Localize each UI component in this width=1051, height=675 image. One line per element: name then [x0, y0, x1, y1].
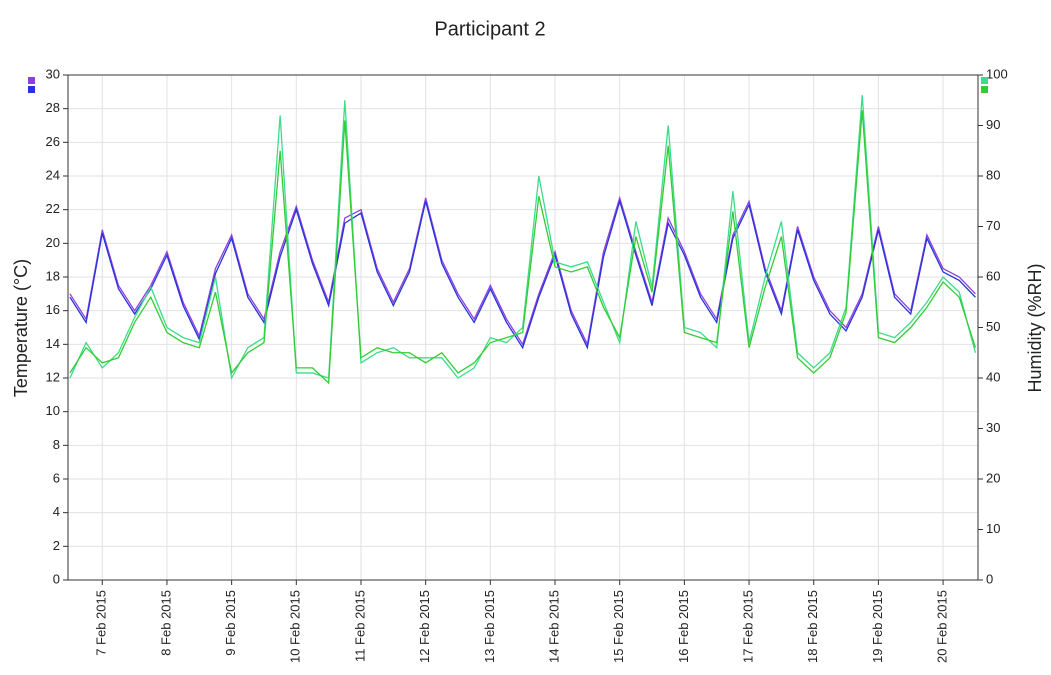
y2-tick-label: 20 [986, 470, 1000, 485]
legend-swatch [981, 86, 988, 93]
legend-swatch [28, 77, 35, 84]
x-tick-label: 17 Feb 2015 [740, 590, 755, 663]
x-tick-label: 14 Feb 2015 [546, 590, 561, 663]
legend-swatch [981, 77, 988, 84]
x-tick-label: 7 Feb 2015 [94, 590, 109, 656]
data-line [69, 95, 977, 381]
data-line [69, 110, 977, 385]
y-tick-label: 6 [53, 470, 60, 485]
y-tick-label: 16 [46, 302, 60, 317]
y-tick-label: 30 [46, 66, 60, 81]
x-tick-label: 8 Feb 2015 [158, 590, 173, 656]
data-line [69, 195, 976, 347]
y2-tick-label: 0 [986, 571, 993, 586]
x-tick-label: 20 Feb 2015 [935, 590, 950, 663]
y-tick-label: 2 [53, 538, 60, 553]
x-tick-label: 18 Feb 2015 [805, 590, 820, 663]
y2-tick-label: 10 [986, 521, 1000, 536]
y-tick-label: 28 [46, 100, 60, 115]
chart-title: Participant 2 [434, 18, 545, 40]
y2-tick-label: 80 [986, 167, 1000, 182]
y-tick-label: 14 [46, 336, 60, 351]
x-tick-label: 16 Feb 2015 [676, 590, 691, 663]
y-tick-label: 10 [46, 403, 60, 418]
y-tick-label: 4 [53, 504, 60, 519]
legend-swatch [28, 86, 35, 93]
y2-tick-label: 40 [986, 369, 1000, 384]
plot-frame [67, 74, 979, 581]
y-tick-label: 12 [46, 369, 60, 384]
y-tick-label: 0 [53, 571, 60, 586]
y-tick-label: 22 [46, 201, 60, 216]
x-tick-label: 11 Feb 2015 [352, 590, 367, 662]
x-tick-label: 15 Feb 2015 [611, 590, 626, 663]
x-tick-label: 19 Feb 2015 [870, 590, 885, 663]
y-tick-label: 24 [46, 167, 60, 182]
y2-tick-label: 50 [986, 319, 1000, 334]
y2-tick-label: 30 [986, 420, 1000, 435]
y2-tick-label: 70 [986, 218, 1000, 233]
y2-tick-label: 90 [986, 117, 1000, 132]
y-tick-label: 20 [46, 235, 60, 250]
y2-tick-label: 60 [986, 268, 1000, 283]
x-tick-label: 9 Feb 2015 [223, 590, 238, 656]
y2-axis-label: Humidity (%RH) [1025, 263, 1045, 392]
y-axis-label: Temperature (°C) [11, 259, 31, 397]
y2-tick-label: 100 [986, 66, 1008, 81]
x-tick-label: 12 Feb 2015 [417, 590, 432, 663]
y-tick-label: 26 [46, 134, 60, 149]
y-tick-label: 18 [46, 268, 60, 283]
x-tick-label: 10 Feb 2015 [288, 590, 303, 663]
x-tick-label: 13 Feb 2015 [482, 590, 497, 663]
y-tick-label: 8 [53, 437, 60, 452]
data-line [69, 198, 976, 350]
